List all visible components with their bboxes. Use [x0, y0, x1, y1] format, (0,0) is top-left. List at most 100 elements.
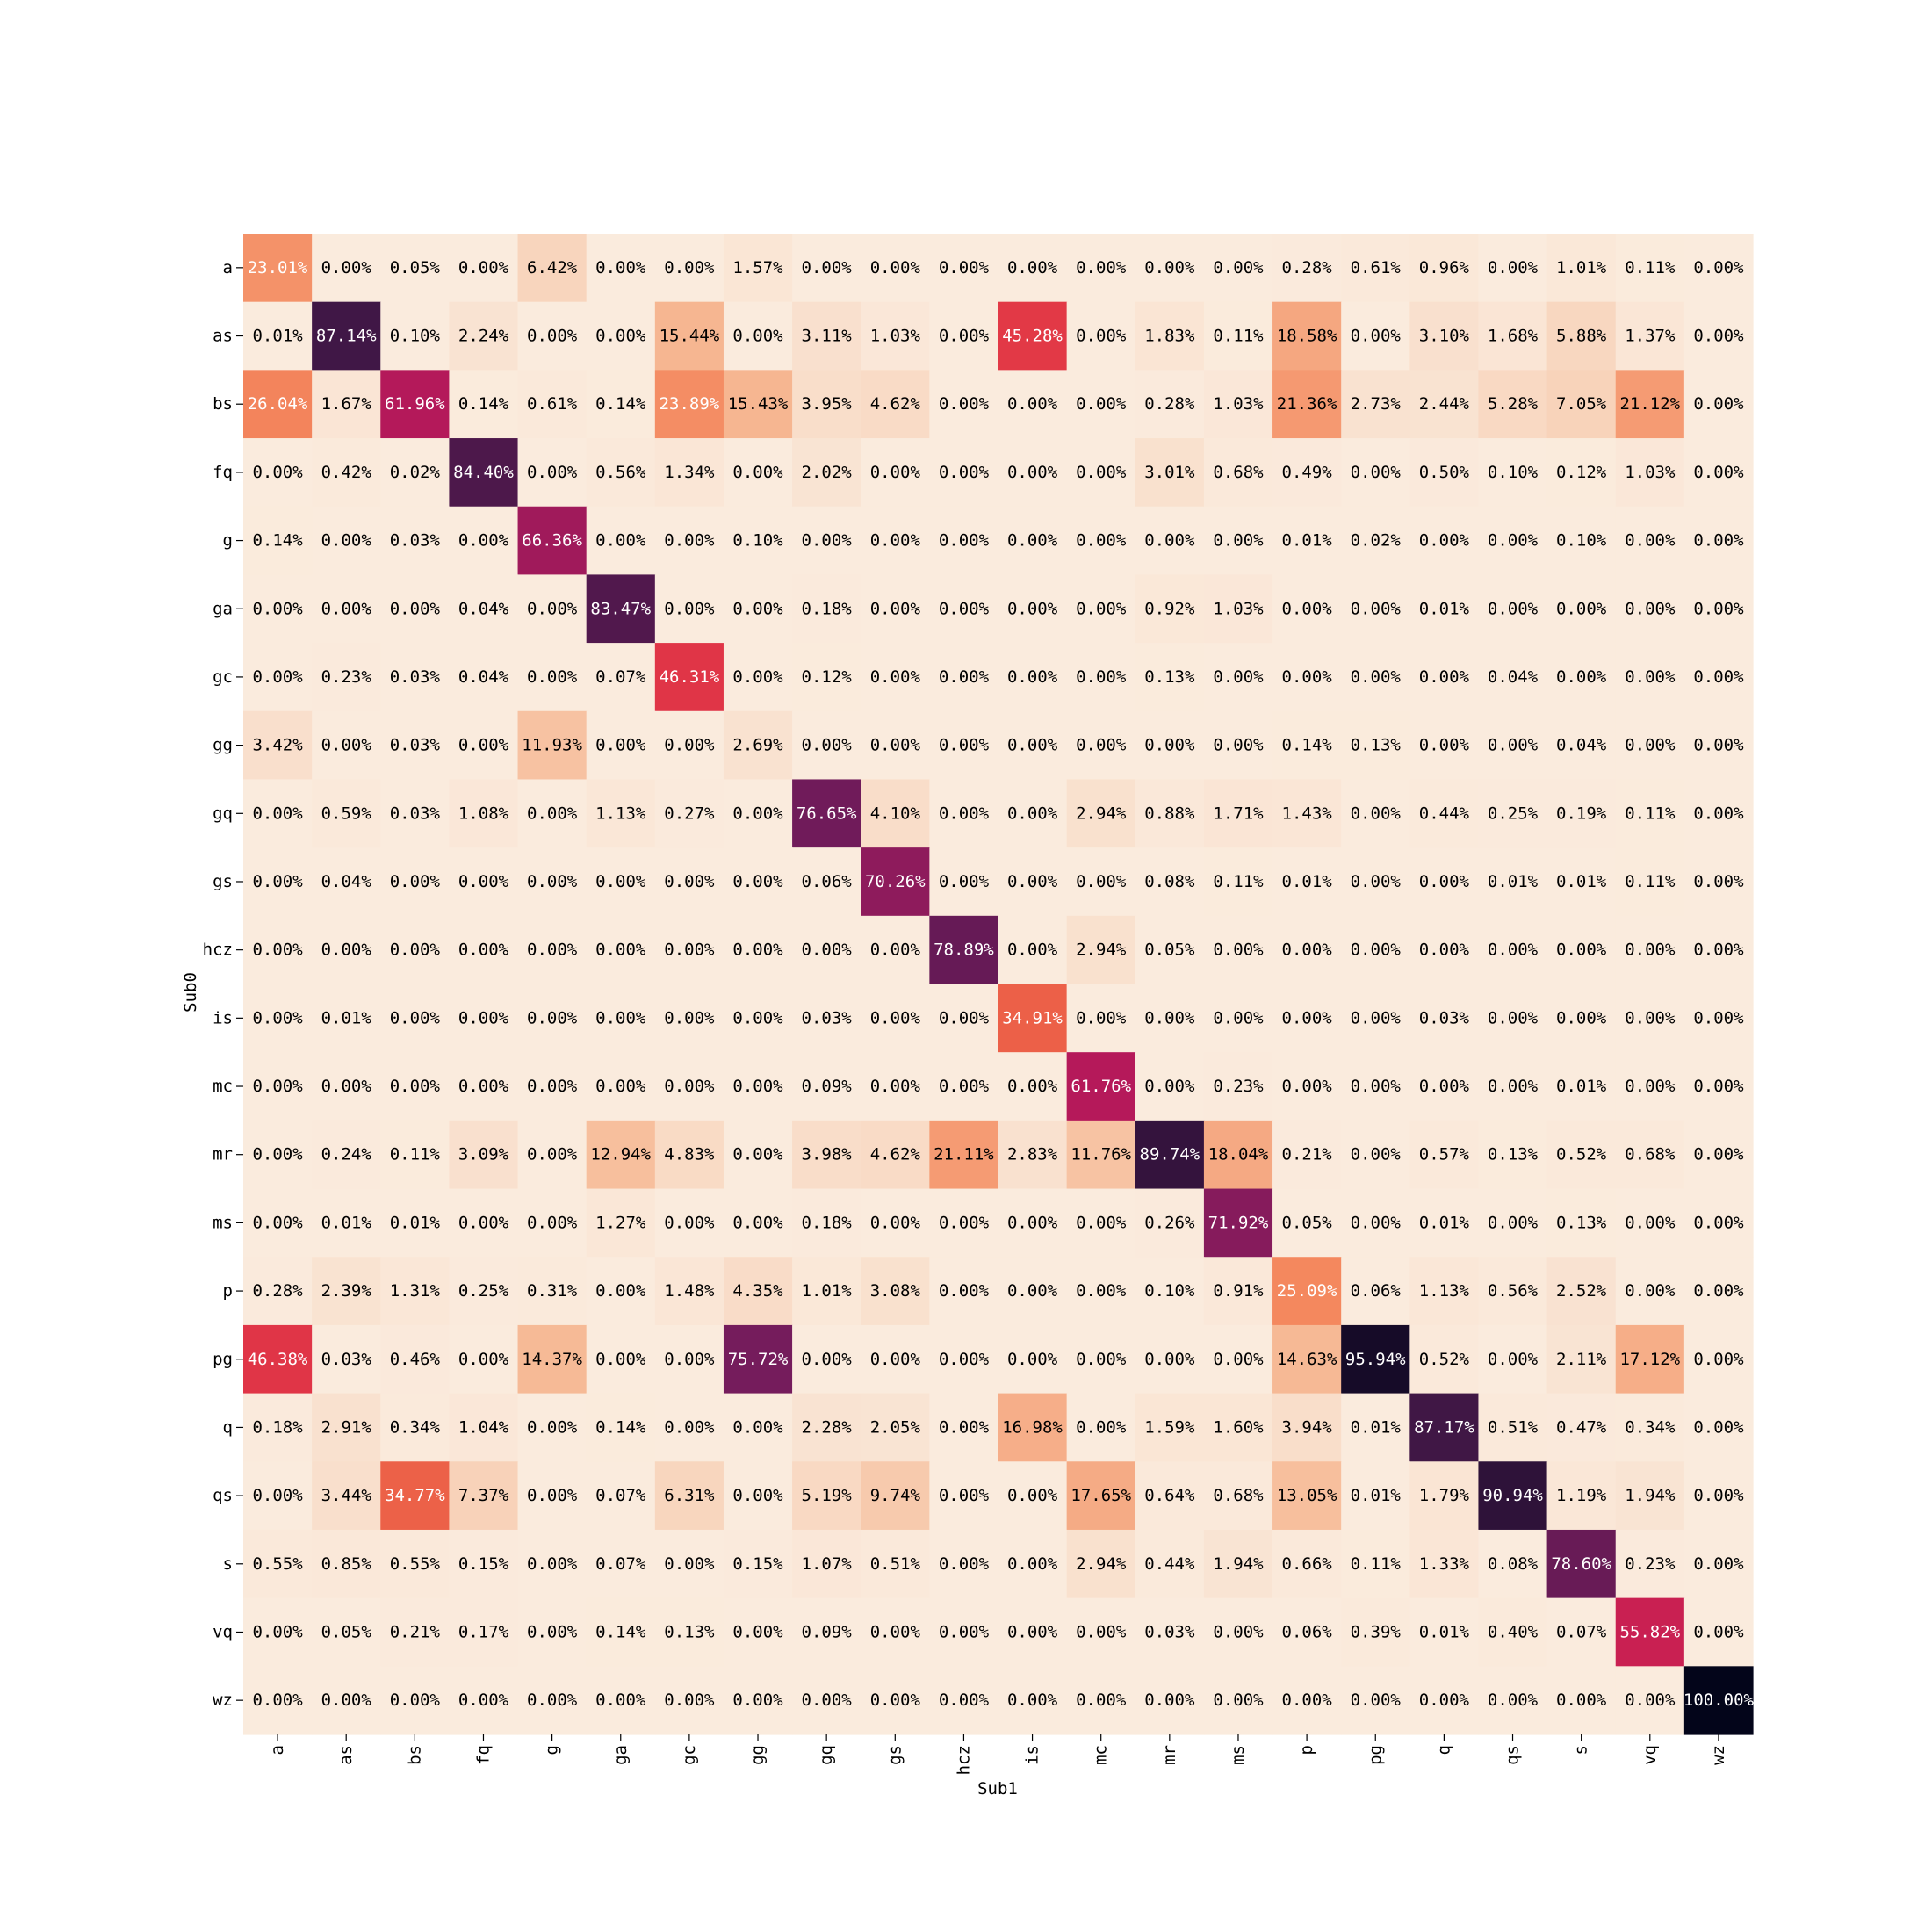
heatmap-cell	[243, 1188, 313, 1258]
cell-value-label: 0.00%	[1351, 804, 1402, 823]
heatmap-cell	[517, 506, 588, 576]
heatmap-cell	[449, 370, 519, 439]
heatmap-cell	[723, 1120, 793, 1190]
cell-value-label: 0.00%	[321, 258, 372, 278]
cell-value-label: 0.00%	[1351, 599, 1402, 618]
heatmap-cell	[1341, 1529, 1410, 1599]
heatmap-cell	[998, 1529, 1068, 1599]
cell-value-label: 0.00%	[1282, 667, 1333, 687]
cell-value-label: 0.00%	[1419, 667, 1470, 687]
heatmap-cell	[723, 438, 793, 508]
cell-value-label: 0.00%	[1213, 1690, 1264, 1710]
heatmap-cell	[1203, 301, 1273, 371]
heatmap-cell	[1546, 506, 1617, 576]
heatmap-cell	[723, 779, 793, 848]
heatmap-cell	[1341, 1324, 1410, 1395]
y-tick-label: bs	[213, 394, 233, 414]
cell-value-label: 0.00%	[1625, 1281, 1676, 1301]
cell-value-label: 1.67%	[321, 394, 372, 414]
heatmap-cell	[998, 301, 1068, 371]
cell-value-label: 0.00%	[252, 872, 303, 891]
cell-value-label: 0.07%	[595, 1554, 646, 1574]
cell-value-label: 78.89%	[934, 941, 994, 960]
cell-value-label: 0.00%	[1556, 599, 1607, 618]
heatmap-cell	[312, 506, 381, 576]
cell-value-label: 0.44%	[1419, 804, 1470, 823]
cell-value-label: 0.00%	[1144, 1008, 1195, 1027]
heatmap-cell	[1203, 984, 1273, 1053]
heatmap-cell	[312, 915, 381, 985]
cell-value-label: 0.00%	[1556, 1008, 1607, 1027]
heatmap-cell	[1615, 1393, 1685, 1462]
heatmap-cell	[1272, 1052, 1342, 1121]
heatmap-cell	[449, 1257, 519, 1326]
cell-value-label: 3.44%	[321, 1486, 372, 1505]
cell-value-label: 5.19%	[802, 1486, 853, 1505]
cell-value-label: 0.15%	[458, 1554, 509, 1574]
cell-value-label: 0.00%	[870, 531, 921, 551]
heatmap-cell	[449, 574, 519, 644]
heatmap-cell	[1272, 779, 1342, 848]
cell-value-label: 0.07%	[595, 667, 646, 687]
cell-value-label: 0.00%	[802, 531, 853, 551]
heatmap-cell	[517, 643, 588, 712]
heatmap-cell	[654, 779, 724, 848]
cell-value-label: 0.01%	[1556, 872, 1607, 891]
cell-value-label: 71.92%	[1208, 1213, 1269, 1232]
heatmap-cell	[998, 1052, 1068, 1121]
heatmap-cell	[1546, 847, 1617, 917]
heatmap-cell	[586, 506, 656, 576]
x-tick-label: s	[1572, 1745, 1591, 1755]
cell-value-label: 0.00%	[732, 1690, 783, 1710]
heatmap-cell	[1546, 1324, 1617, 1395]
heatmap-cell	[586, 1052, 656, 1121]
heatmap-cell	[1135, 1052, 1205, 1121]
x-tick-label: ga	[611, 1745, 631, 1765]
cell-value-label: 0.00%	[732, 1417, 783, 1437]
x-tick-label: a	[268, 1745, 287, 1755]
x-tick-label: mr	[1160, 1745, 1179, 1765]
heatmap-cell	[1066, 506, 1136, 576]
heatmap-cell	[517, 1461, 588, 1531]
heatmap-cell	[1683, 1120, 1754, 1190]
cell-value-label: 3.95%	[802, 394, 853, 414]
heatmap-cell	[312, 1529, 381, 1599]
cell-value-label: 34.91%	[1002, 1008, 1063, 1027]
heatmap-cell	[1066, 1257, 1136, 1326]
heatmap-cell	[861, 1597, 930, 1667]
heatmap-cell	[243, 370, 313, 439]
heatmap-cell	[1409, 779, 1480, 848]
cell-value-label: 0.00%	[321, 736, 372, 755]
heatmap-cell	[1683, 1324, 1754, 1395]
cell-value-label: 3.08%	[870, 1281, 921, 1301]
heatmap-cell	[380, 438, 451, 508]
heatmap-cell	[380, 1324, 451, 1395]
cell-value-label: 0.05%	[321, 1622, 372, 1641]
heatmap-cell	[1478, 710, 1548, 781]
heatmap-cell	[792, 1188, 861, 1258]
heatmap-cell	[312, 1666, 381, 1735]
heatmap-cell	[654, 1324, 724, 1395]
cell-value-label: 0.00%	[939, 1690, 990, 1710]
heatmap-cell	[586, 1529, 656, 1599]
heatmap-cell	[861, 301, 930, 371]
cell-value-label: 2.44%	[1419, 394, 1470, 414]
heatmap-cell	[380, 234, 451, 303]
cell-value-label: 0.00%	[664, 1350, 715, 1369]
heatmap-cell	[998, 574, 1068, 644]
cell-value-label: 0.03%	[1144, 1622, 1195, 1641]
heatmap-cell	[654, 1393, 724, 1462]
cell-value-label: 0.34%	[1625, 1417, 1676, 1437]
heatmap-cell	[1409, 984, 1480, 1053]
heatmap-cell	[1409, 506, 1480, 576]
x-tick-label: is	[1023, 1745, 1042, 1765]
heatmap-cell	[586, 984, 656, 1053]
cell-value-label: 0.00%	[1076, 531, 1127, 551]
heatmap-cell	[654, 1120, 724, 1190]
cell-value-label: 0.00%	[458, 258, 509, 278]
heatmap-cell	[1683, 1529, 1754, 1599]
heatmap-cell	[517, 234, 588, 303]
heatmap-cell	[1135, 1324, 1205, 1395]
heatmap-cell	[1135, 1461, 1205, 1531]
heatmap-cell	[929, 1666, 999, 1735]
